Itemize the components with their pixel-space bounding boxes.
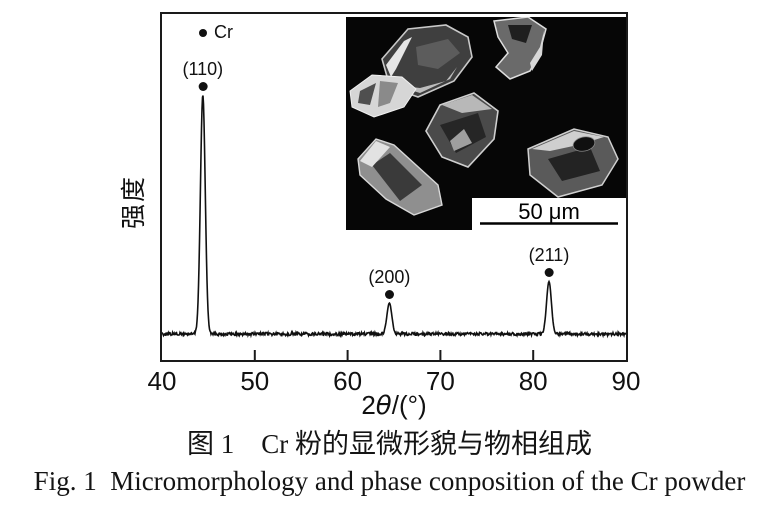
peak-annotation-211: (211) <box>528 245 570 278</box>
peak-marker-dot-icon <box>544 268 554 278</box>
peak-hkl-label: (200) <box>368 266 411 287</box>
sem-particle <box>425 92 499 168</box>
phase-legend: Cr <box>199 22 233 43</box>
peak-annotation-110: (110) <box>182 59 223 91</box>
x-axis-label-suffix: /(°) <box>391 390 427 420</box>
sem-particle <box>357 138 443 216</box>
y-axis-label: 强度 <box>120 174 148 230</box>
sem-particles-graphic: 50 μm <box>346 17 626 230</box>
x-axis-tick-label: 90 <box>611 366 641 396</box>
x-axis-tick-label: 50 <box>240 366 270 396</box>
filled-circle-marker-icon <box>199 28 207 37</box>
scale-bar-label: 50 μm <box>518 199 580 224</box>
theta-symbol: θ <box>375 391 392 421</box>
caption-chinese: 图 1 Cr 粉的显微形貌与物相组成 <box>187 429 592 459</box>
caption-english: Fig. 1 Micromorphology and phase conposi… <box>33 466 746 496</box>
legend-label: Cr <box>214 22 233 42</box>
x-axis-label-prefix: 2 <box>361 390 376 420</box>
x-axis-tick-label: 60 <box>333 366 363 396</box>
peak-hkl-label: (211) <box>528 245 570 266</box>
xrd-trace <box>162 95 626 360</box>
scale-bar: 50 μm <box>472 198 626 230</box>
x-axis-tick-label: 70 <box>425 366 455 396</box>
peak-annotation-200: (200) <box>368 267 410 299</box>
x-axis-label: 2θ/(°) <box>361 390 426 421</box>
sem-particle <box>493 17 547 80</box>
x-axis-tick-label: 40 <box>147 366 177 396</box>
sem-particle <box>349 74 417 118</box>
peak-hkl-label: (110) <box>182 59 224 79</box>
peak-marker-dot-icon <box>384 289 394 299</box>
peak-marker-dot-icon <box>198 82 208 91</box>
sem-inset-image: 50 μm <box>346 17 626 230</box>
sem-particle <box>527 128 619 198</box>
x-axis-tick-label: 80 <box>518 366 548 396</box>
